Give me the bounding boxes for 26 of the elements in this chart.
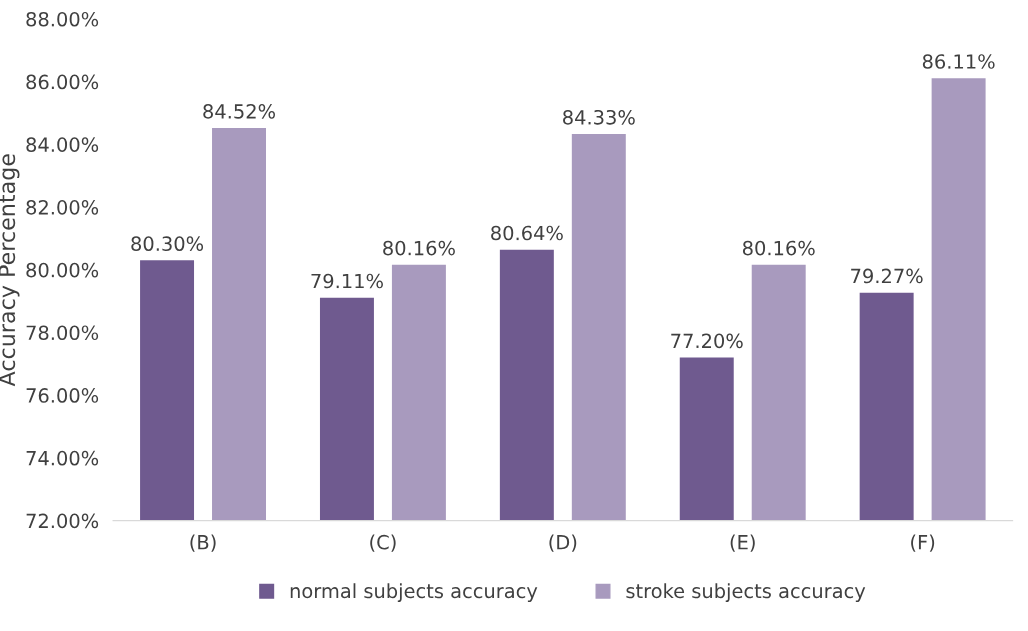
x-tick-label: (B)	[190, 534, 216, 552]
x-tick-label: (C)	[370, 534, 396, 552]
data-label: 84.52%	[203, 104, 276, 119]
data-label: 86.11%	[922, 54, 995, 69]
data-label: 77.20%	[671, 333, 743, 349]
x-tick-label: (E)	[730, 534, 755, 552]
legend-label: stroke subjects accuracy	[626, 583, 866, 603]
y-tick-label: 84.00%	[26, 137, 99, 153]
data-label: 79.27%	[851, 268, 923, 284]
data-label: 80.16%	[742, 240, 815, 256]
data-label: 80.16%	[383, 240, 455, 256]
y-tick-label: 88.00%	[26, 11, 99, 27]
y-tick-label: 78.00%	[26, 325, 99, 341]
data-label: 84.33%	[563, 109, 635, 125]
y-tick-label: 80.00%	[26, 262, 99, 278]
y-tick-label: 82.00%	[26, 200, 99, 215]
y-tick-label: 86.00%	[26, 74, 99, 90]
y-tick-label: 72.00%	[26, 513, 99, 529]
data-label: 79.11%	[311, 273, 383, 289]
x-tick-label: (D)	[549, 534, 577, 552]
x-tick-label: (F)	[911, 534, 935, 552]
y-tick-label: 76.00%	[26, 388, 99, 403]
data-label: 80.64%	[491, 225, 563, 241]
legend-label: normal subjects accuracy	[290, 583, 538, 603]
y-tick-label: 74.00%	[26, 450, 99, 466]
data-label: 80.30%	[131, 236, 204, 252]
